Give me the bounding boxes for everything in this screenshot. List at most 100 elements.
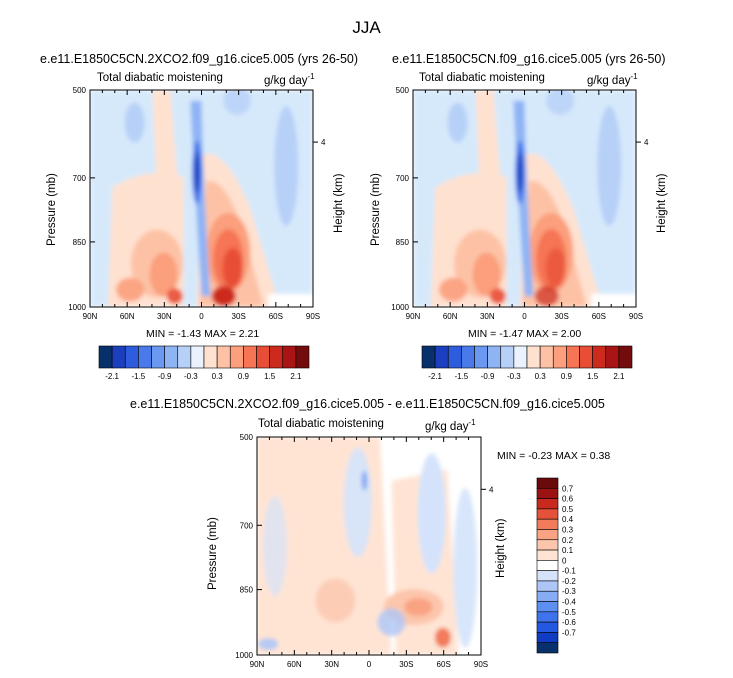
field-shade: [475, 90, 503, 199]
colorbar-label: -0.3: [562, 587, 576, 596]
field-shade: [262, 496, 287, 596]
panel2-axes: 90N 60N 30N 0 30S 60S 90S 500 700 850 1000 4: [391, 86, 649, 321]
colorbar-box: [111, 345, 126, 369]
colorbar-box: [513, 345, 528, 369]
field-shade: [417, 453, 446, 574]
colorbar-box: [177, 345, 192, 369]
colorbar-label: 0.5: [562, 505, 574, 514]
colorbar-box: [203, 345, 218, 369]
x-tick-label: 60S: [437, 660, 451, 669]
panel2-left-string: Total diabatic moistening: [419, 72, 545, 84]
colorbar-label: -0.1: [562, 567, 576, 576]
y-tick-label: 700: [240, 521, 254, 530]
colorbar-label: 0.6: [562, 495, 574, 504]
x-tick-label: 90N: [250, 660, 265, 669]
colorbar-box: [536, 590, 559, 602]
colorbar-label: 0.2: [562, 536, 574, 545]
y-tick-label: 850: [240, 586, 254, 595]
colorbar-box: [605, 345, 620, 369]
panel2-title: e.e11.E1850C5CN.f09_g16.cice5.005 (yrs 2…: [392, 52, 666, 66]
x-tick-label: 90S: [629, 312, 643, 321]
colorbar-box: [295, 345, 310, 369]
colorbar-box: [151, 345, 165, 369]
colorbar-box: [216, 345, 231, 369]
colorbar-box: [566, 345, 580, 369]
field-shade: [361, 470, 368, 491]
field-shade: [343, 447, 372, 558]
colorbar-box: [256, 345, 270, 369]
right-tick-label: 4: [489, 485, 494, 494]
y-tick-label: 1000: [391, 303, 409, 312]
panel1-colorbar: -2.1 -1.5 -0.9 -0.3 0.3 0.9 1.5 2.1: [98, 345, 310, 381]
colorbar-label: -0.9: [481, 372, 495, 381]
field-shade: [268, 293, 313, 307]
field-shade: [124, 102, 145, 143]
x-tick-label: 0: [367, 660, 372, 669]
x-tick-label: 0: [199, 312, 204, 321]
colorbar-box: [461, 345, 475, 369]
colorbar-label: -0.3: [507, 372, 521, 381]
colorbar-label: -0.2: [562, 577, 576, 586]
panel1-left-string: Total diabatic moistening: [97, 72, 223, 84]
colorbar-label: 0.9: [561, 372, 573, 381]
right-tick-label: 4: [321, 138, 326, 147]
colorbar-label: -0.3: [184, 372, 198, 381]
field-shade: [258, 638, 279, 651]
colorbar-box: [536, 642, 559, 654]
panel1-title: e.e11.E1850C5CN.2XCO2.f09_g16.cice5.005 …: [40, 52, 359, 66]
field-shade: [404, 598, 433, 617]
panel2-colorbar: -2.1 -1.5 -0.9 -0.3 0.3 0.9 1.5 2.1: [421, 345, 633, 381]
field-shade: [517, 152, 523, 193]
field-shade: [222, 247, 243, 288]
x-tick-label: 90N: [83, 312, 98, 321]
colorbar-box: [474, 345, 488, 369]
field-shade: [223, 90, 252, 115]
x-tick-label: 30S: [232, 312, 246, 321]
colorbar-box: [536, 529, 559, 541]
field-shade: [194, 152, 200, 193]
x-tick-label: 30S: [555, 312, 569, 321]
right-tick-label: 4: [644, 138, 649, 147]
colorbar-label: -2.1: [105, 372, 119, 381]
colorbar-box: [243, 345, 257, 369]
colorbar-box: [579, 345, 593, 369]
x-tick-label: 90S: [474, 660, 488, 669]
panel3-colorbar: 0.70.60.50.40.30.20.10-0.1-0.2-0.3-0.4-0…: [536, 477, 576, 654]
colorbar-box: [539, 345, 554, 369]
colorbar-label: 2.1: [290, 372, 302, 381]
colorbar-label: 1.5: [264, 372, 276, 381]
x-tick-label: 0: [522, 312, 527, 321]
x-tick-label: 60N: [287, 660, 302, 669]
panel3-field: [257, 437, 481, 655]
colorbar-box: [447, 345, 462, 369]
colorbar-label: 1.5: [587, 372, 599, 381]
colorbar-label: -2.1: [428, 372, 442, 381]
panel3-axes: 90N 60N 30N 0 30S 60S 90S 500 700 850 1000 4: [235, 433, 494, 669]
panel1-units: g/kg day-1: [264, 72, 315, 87]
colorbar-box: [536, 498, 559, 510]
colorbar-label: 0.3: [535, 372, 547, 381]
y-tick-label: 500: [240, 433, 254, 442]
colorbar-box: [536, 601, 559, 613]
panel3-minmax: MIN = -0.23 MAX = 0.38: [497, 450, 611, 462]
x-tick-label: 60N: [120, 312, 135, 321]
colorbar-box: [536, 539, 559, 551]
y-tick-label: 1000: [68, 303, 86, 312]
colorbar-box: [487, 345, 502, 369]
field-shade: [447, 102, 468, 143]
panel2-field: [413, 90, 636, 307]
field-shade: [152, 90, 180, 199]
page-title: JJA: [352, 18, 381, 37]
x-tick-label: 60S: [269, 312, 283, 321]
field-shade: [434, 627, 451, 648]
field-shade: [274, 105, 299, 226]
field-shade: [453, 487, 478, 648]
colorbar-box: [536, 632, 559, 644]
colorbar-box: [536, 487, 559, 499]
field-shade: [591, 293, 636, 307]
colorbar-box: [536, 549, 559, 561]
colorbar-box: [421, 345, 436, 369]
colorbar-box: [500, 345, 515, 369]
colorbar-box: [190, 345, 205, 369]
y-tick-label: 1000: [235, 651, 253, 660]
